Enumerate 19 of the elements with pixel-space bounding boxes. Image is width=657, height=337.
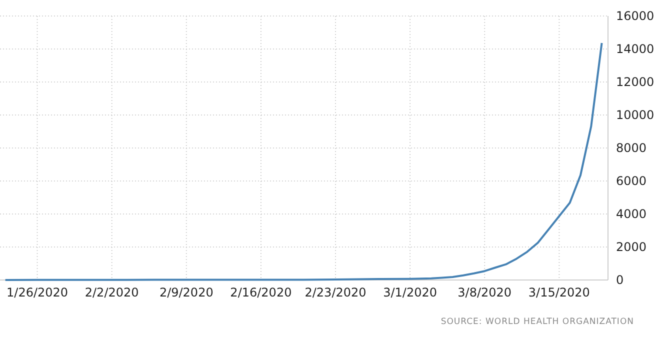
source-note: SOURCE: WORLD HEALTH ORGANIZATION xyxy=(440,317,634,327)
x-tick-label: 2/16/2020 xyxy=(230,286,292,300)
x-tick-label: 3/1/2020 xyxy=(383,286,438,300)
y-tick-label: 0 xyxy=(616,272,624,287)
x-tick-label: 1/26/2020 xyxy=(6,286,68,300)
y-tick-label: 12000 xyxy=(616,74,654,89)
y-tick-label: 10000 xyxy=(616,108,654,122)
x-tick-label: 3/8/2020 xyxy=(458,286,512,300)
line-series xyxy=(4,42,603,281)
y-tick-label: 4000 xyxy=(616,206,647,221)
x-tick-label: 2/9/2020 xyxy=(159,286,214,300)
y-tick-label: 2000 xyxy=(616,240,647,254)
x-tick-label: 3/15/2020 xyxy=(528,286,590,300)
y-tick-label: 6000 xyxy=(616,174,647,188)
y-tick-label: 16000 xyxy=(616,8,654,23)
y-tick-label: 8000 xyxy=(616,140,647,155)
x-tick-label: 2/2/2020 xyxy=(84,286,139,300)
x-tick-label: 2/23/2020 xyxy=(304,286,366,300)
y-tick-label: 14000 xyxy=(616,42,654,56)
